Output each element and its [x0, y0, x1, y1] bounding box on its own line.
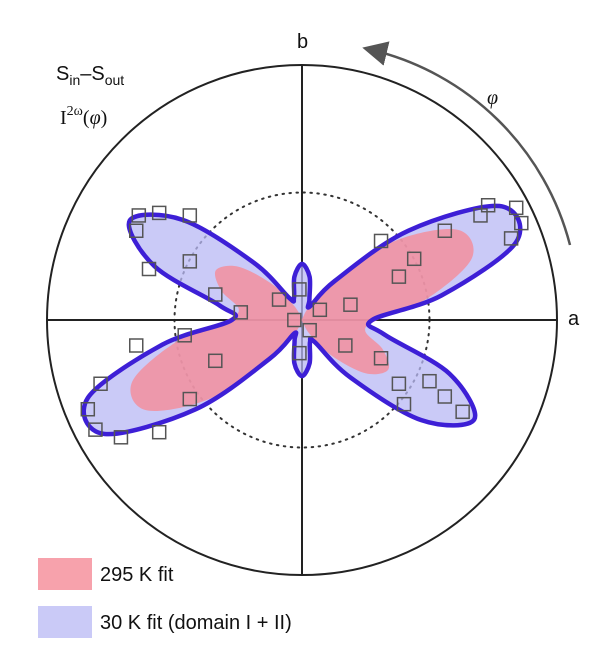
data-point	[455, 404, 470, 420]
direction-label: φ	[487, 87, 498, 109]
data-point	[287, 312, 302, 328]
data-point	[93, 376, 108, 391]
data-point	[422, 373, 437, 389]
data-point	[141, 261, 157, 277]
data-point	[396, 396, 412, 412]
data-point	[302, 322, 317, 338]
data-point	[151, 205, 167, 221]
data-point	[208, 287, 223, 302]
data-point	[182, 391, 198, 407]
data-point	[129, 223, 144, 238]
legend: 295 K fit 30 K fit (domain I + II)	[38, 558, 292, 638]
data-point	[208, 353, 223, 369]
legend-label: 30 K fit (domain I + II)	[100, 612, 292, 634]
data-point	[182, 208, 198, 223]
legend-swatch	[38, 606, 92, 638]
rotation-arrow	[362, 41, 572, 246]
annotation: I2ω(φ)	[60, 104, 107, 129]
data-point	[177, 328, 192, 343]
data-point	[312, 302, 328, 318]
data-point	[292, 345, 307, 361]
data-point	[182, 254, 198, 269]
data-point	[343, 297, 358, 312]
data-point	[373, 233, 389, 249]
data-point	[391, 269, 407, 284]
data-point	[233, 305, 249, 320]
data-point	[406, 251, 422, 267]
data-point	[437, 389, 453, 404]
data-point	[88, 422, 103, 437]
data-point	[151, 424, 167, 440]
legend-label: 295 K fit	[100, 564, 174, 586]
data-point	[113, 430, 129, 445]
data-point	[373, 351, 389, 366]
data-point	[508, 200, 524, 216]
data-point	[80, 402, 96, 417]
data-point	[514, 215, 529, 231]
plot-area	[46, 64, 558, 576]
data-point	[129, 338, 144, 353]
data-point	[473, 208, 488, 223]
data-point	[391, 376, 407, 391]
fit-line	[81, 203, 523, 437]
legend-swatch	[38, 558, 92, 590]
x-axis-label: a	[568, 308, 580, 330]
data-point	[437, 223, 453, 238]
annotation: Sin–Sout	[56, 63, 124, 88]
data-point	[503, 231, 519, 246]
data-point	[271, 292, 287, 307]
data-point	[480, 198, 496, 213]
data-point	[131, 208, 147, 223]
y-axis-label: b	[297, 31, 308, 53]
data-point	[292, 282, 307, 297]
data-point	[338, 338, 353, 353]
